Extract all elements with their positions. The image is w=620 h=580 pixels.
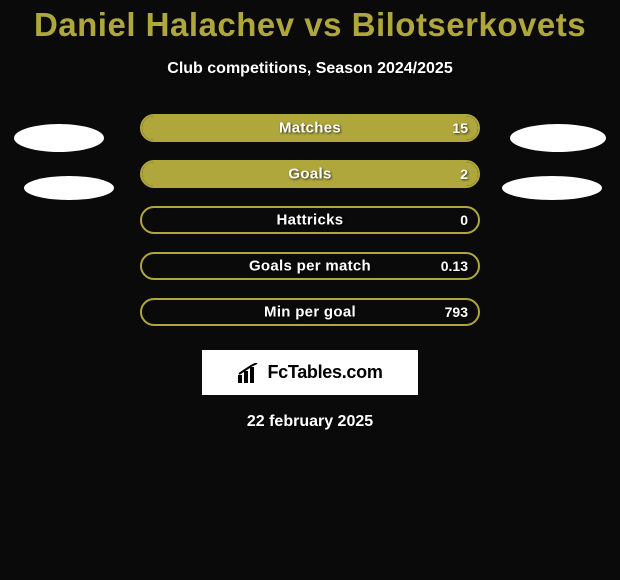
stat-bar-matches: Matches 15	[140, 114, 480, 142]
stat-bar-min-per-goal: Min per goal 793	[140, 298, 480, 326]
bar-label: Matches	[142, 120, 478, 137]
stat-bar-goals-per-match: Goals per match 0.13	[140, 252, 480, 280]
stat-bar-goals: Goals 2	[140, 160, 480, 188]
page-title: Daniel Halachev vs Bilotserkovets	[0, 6, 620, 44]
subtitle: Club competitions, Season 2024/2025	[0, 60, 620, 78]
stat-bars: Matches 15 Goals 2 Hattricks 0 Goals per…	[0, 114, 620, 326]
bar-label: Goals per match	[142, 258, 478, 275]
bar-label: Hattricks	[142, 212, 478, 229]
bar-value-right: 2	[460, 166, 468, 182]
bar-value-right: 0	[460, 212, 468, 228]
site-logo: FcTables.com	[202, 350, 418, 395]
bar-value-right: 15	[452, 120, 468, 136]
bar-value-right: 793	[445, 304, 468, 320]
date-text: 22 february 2025	[0, 413, 620, 431]
bar-label: Goals	[142, 166, 478, 183]
bar-label: Min per goal	[142, 304, 478, 321]
bar-value-right: 0.13	[441, 258, 468, 274]
comparison-card: Daniel Halachev vs Bilotserkovets Club c…	[0, 0, 620, 580]
stat-bar-hattricks: Hattricks 0	[140, 206, 480, 234]
logo-text: FcTables.com	[267, 362, 382, 383]
bars-icon	[237, 363, 263, 383]
